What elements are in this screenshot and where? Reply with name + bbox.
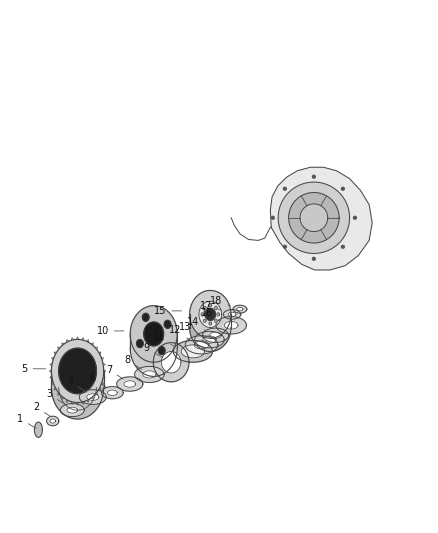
Polygon shape — [130, 305, 177, 362]
Polygon shape — [289, 192, 339, 243]
Polygon shape — [102, 386, 123, 399]
Text: 5: 5 — [21, 364, 46, 374]
Polygon shape — [190, 314, 231, 351]
Polygon shape — [190, 290, 231, 338]
Polygon shape — [60, 403, 84, 417]
Polygon shape — [161, 351, 181, 373]
Polygon shape — [51, 371, 104, 419]
Text: 2: 2 — [33, 402, 50, 416]
Polygon shape — [237, 308, 243, 311]
Polygon shape — [181, 345, 205, 358]
Polygon shape — [278, 182, 350, 254]
Polygon shape — [59, 348, 96, 394]
Polygon shape — [117, 377, 143, 391]
Polygon shape — [209, 322, 212, 325]
Polygon shape — [224, 321, 238, 329]
Polygon shape — [210, 332, 221, 338]
Polygon shape — [203, 336, 216, 343]
Polygon shape — [134, 366, 164, 383]
Polygon shape — [164, 320, 171, 328]
Polygon shape — [209, 304, 212, 307]
Polygon shape — [228, 312, 236, 317]
Text: 1: 1 — [17, 414, 36, 429]
Polygon shape — [216, 317, 247, 334]
Polygon shape — [270, 167, 372, 270]
Polygon shape — [194, 341, 209, 349]
Polygon shape — [50, 419, 56, 423]
Polygon shape — [312, 175, 315, 178]
Text: 9: 9 — [143, 343, 162, 357]
Polygon shape — [194, 332, 224, 348]
Text: 6: 6 — [90, 373, 107, 387]
Polygon shape — [272, 216, 274, 219]
Polygon shape — [199, 301, 222, 328]
Polygon shape — [217, 313, 219, 316]
Polygon shape — [107, 390, 117, 395]
Polygon shape — [143, 371, 156, 378]
Polygon shape — [300, 204, 328, 232]
Polygon shape — [342, 187, 344, 190]
Polygon shape — [233, 305, 247, 313]
Polygon shape — [203, 319, 206, 322]
Text: 8: 8 — [124, 355, 142, 369]
Polygon shape — [124, 381, 136, 387]
Polygon shape — [283, 187, 286, 190]
Text: 13: 13 — [180, 321, 198, 335]
Text: 15: 15 — [154, 306, 181, 316]
Polygon shape — [67, 407, 78, 413]
Text: 18: 18 — [210, 296, 230, 306]
Polygon shape — [47, 416, 59, 426]
Text: 16: 16 — [201, 308, 220, 321]
Polygon shape — [159, 346, 165, 354]
Polygon shape — [137, 340, 143, 348]
Text: 10: 10 — [97, 326, 124, 336]
Polygon shape — [130, 334, 177, 376]
Polygon shape — [144, 322, 163, 346]
Polygon shape — [185, 336, 218, 354]
Polygon shape — [142, 313, 149, 321]
Text: 17: 17 — [200, 301, 222, 311]
Text: 12: 12 — [170, 326, 190, 340]
Polygon shape — [153, 343, 189, 382]
Polygon shape — [203, 306, 206, 310]
Polygon shape — [173, 341, 212, 362]
Polygon shape — [223, 310, 241, 319]
Polygon shape — [353, 216, 357, 219]
Polygon shape — [205, 309, 215, 320]
Text: 3: 3 — [46, 390, 67, 405]
Polygon shape — [79, 390, 106, 405]
Text: 4: 4 — [67, 376, 86, 392]
Polygon shape — [342, 245, 344, 248]
Text: 11: 11 — [153, 333, 175, 347]
Polygon shape — [35, 422, 42, 437]
Polygon shape — [312, 257, 315, 260]
Polygon shape — [215, 306, 217, 310]
Polygon shape — [215, 319, 217, 322]
Polygon shape — [87, 394, 99, 400]
Text: 7: 7 — [106, 365, 123, 379]
Polygon shape — [201, 313, 204, 316]
Polygon shape — [202, 328, 229, 342]
Polygon shape — [51, 340, 104, 402]
Polygon shape — [283, 245, 286, 248]
Text: 14: 14 — [187, 317, 205, 330]
